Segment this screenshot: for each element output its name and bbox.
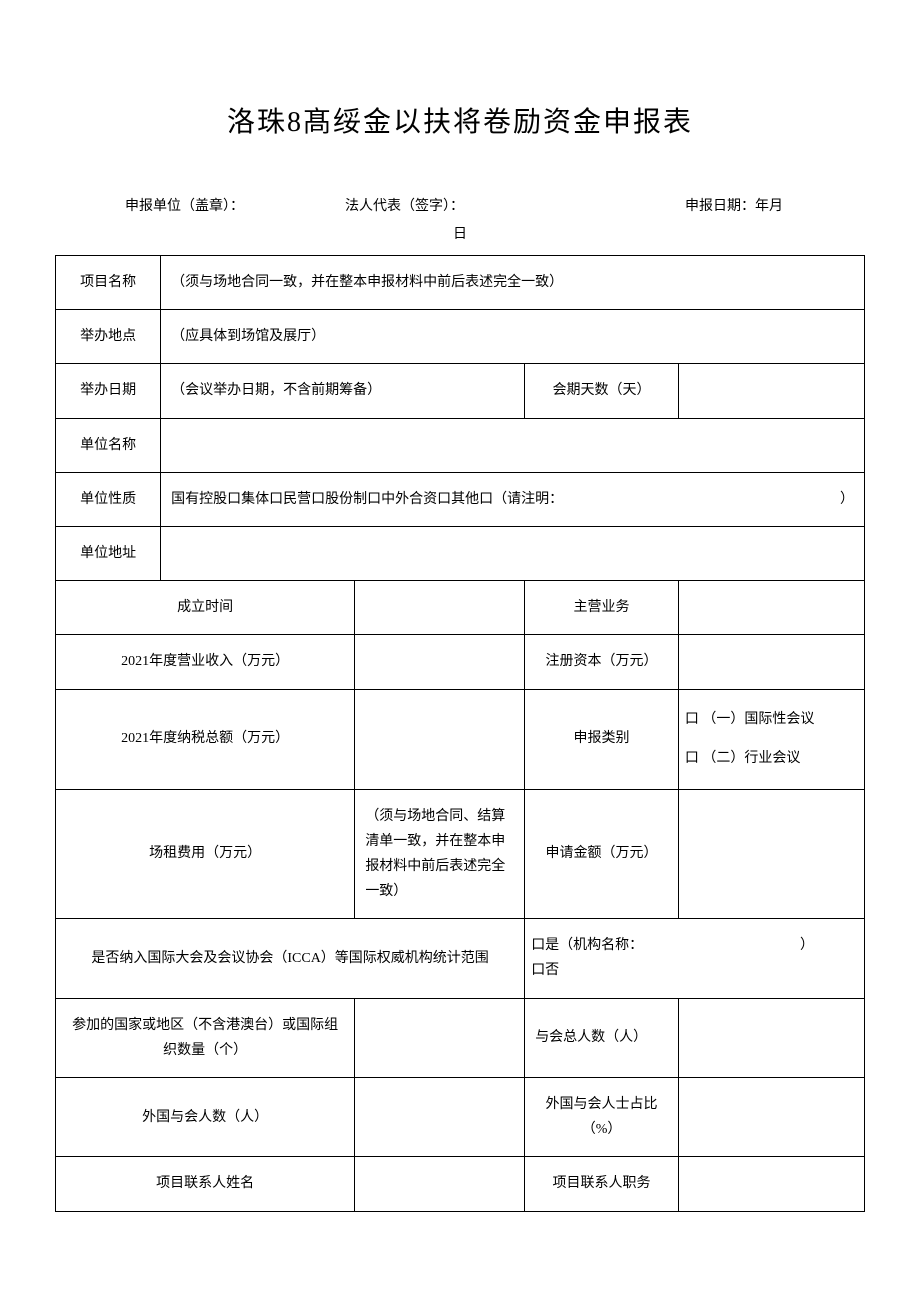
- row-revenue: 2021年度营业收入（万元） 注册资本（万元）: [56, 635, 865, 689]
- hint-rent: （须与场地合同、结算清单一致，并在整本申报材料中前后表述完全一致）: [355, 789, 525, 919]
- value-revenue: [355, 635, 525, 689]
- row-unit-nature: 单位性质 国有控股口集体口民营口股份制口中外合资口其他口（请注明： ）: [56, 472, 865, 526]
- application-form-table: 项目名称 （须与场地合同一致，并在整本申报材料中前后表述完全一致） 举办地点 （…: [55, 255, 865, 1212]
- header-unit-label: 申报单位（盖章）：: [125, 195, 345, 215]
- row-rent: 场租费用（万元） （须与场地合同、结算清单一致，并在整本申报材料中前后表述完全一…: [56, 789, 865, 919]
- category-option-1: 口 （一）国际性会议: [685, 707, 854, 732]
- value-unit-nature: 国有控股口集体口民营口股份制口中外合资口其他口（请注明： ）: [161, 472, 865, 526]
- icca-no: 口否: [531, 958, 854, 983]
- value-countries: [355, 998, 525, 1077]
- row-icca: 是否纳入国际大会及会议协会（ICCA）等国际权威机构统计范围 口是（机构名称： …: [56, 919, 865, 998]
- label-unit-name: 单位名称: [56, 418, 161, 472]
- value-foreign-ratio: [678, 1078, 864, 1157]
- row-foreign: 外国与会人数（人） 外国与会人士占比（%）: [56, 1078, 865, 1157]
- label-contact-name: 项目联系人姓名: [56, 1157, 355, 1211]
- label-project-name: 项目名称: [56, 256, 161, 310]
- label-reg-capital: 注册资本（万元）: [525, 635, 679, 689]
- label-foreign-ratio: 外国与会人士占比（%）: [525, 1078, 679, 1157]
- label-unit-nature: 单位性质: [56, 472, 161, 526]
- label-contact-position: 项目联系人职务: [525, 1157, 679, 1211]
- header-date-line2: 日: [55, 223, 865, 243]
- label-tax: 2021年度纳税总额（万元）: [56, 689, 355, 789]
- value-unit-address: [161, 526, 865, 580]
- header-rep-label: 法人代表（签字）：: [345, 195, 615, 215]
- row-contact: 项目联系人姓名 项目联系人职务: [56, 1157, 865, 1211]
- hint-project-name: （须与场地合同一致，并在整本申报材料中前后表述完全一致）: [161, 256, 865, 310]
- label-event-date: 举办日期: [56, 364, 161, 418]
- row-project-name: 项目名称 （须与场地合同一致，并在整本申报材料中前后表述完全一致）: [56, 256, 865, 310]
- label-category: 申报类别: [525, 689, 679, 789]
- hint-venue: （应具体到场馆及展厅）: [161, 310, 865, 364]
- label-event-days: 会期天数（天）: [525, 364, 679, 418]
- label-apply-amount: 申请金额（万元）: [525, 789, 679, 919]
- value-foreign: [355, 1078, 525, 1157]
- label-countries: 参加的国家或地区（不含港澳台）或国际组织数量（个）: [56, 998, 355, 1077]
- value-contact-name: [355, 1157, 525, 1211]
- value-main-business: [678, 581, 864, 635]
- category-option-2: 口 （二）行业会议: [685, 746, 854, 771]
- icca-yes-close: ）: [800, 933, 814, 958]
- value-total-attendees: [678, 998, 864, 1077]
- unit-nature-options: 国有控股口集体口民营口股份制口中外合资口其他口（请注明：: [171, 487, 563, 512]
- value-apply-amount: [678, 789, 864, 919]
- header-date-label: 申报日期：年月: [615, 195, 825, 215]
- label-total-attendees: 与会总人数（人）: [525, 998, 679, 1077]
- value-tax: [355, 689, 525, 789]
- value-reg-capital: [678, 635, 864, 689]
- label-rent: 场租费用（万元）: [56, 789, 355, 919]
- icca-yes: 口是（机构名称：: [531, 933, 643, 958]
- value-category: 口 （一）国际性会议 口 （二）行业会议: [678, 689, 864, 789]
- value-contact-position: [678, 1157, 864, 1211]
- row-event-date: 举办日期 （会议举办日期，不含前期筹备） 会期天数（天）: [56, 364, 865, 418]
- value-unit-name: [161, 418, 865, 472]
- row-unit-name: 单位名称: [56, 418, 865, 472]
- row-unit-address: 单位地址: [56, 526, 865, 580]
- row-venue: 举办地点 （应具体到场馆及展厅）: [56, 310, 865, 364]
- label-venue: 举办地点: [56, 310, 161, 364]
- hint-event-date: （会议举办日期，不含前期筹备）: [161, 364, 525, 418]
- label-foreign: 外国与会人数（人）: [56, 1078, 355, 1157]
- label-unit-address: 单位地址: [56, 526, 161, 580]
- value-founded: [355, 581, 525, 635]
- row-founded: 成立时间 主营业务: [56, 581, 865, 635]
- header-row: 申报单位（盖章）： 法人代表（签字）： 申报日期：年月: [55, 195, 865, 215]
- page-title: 洛珠8髙绥金以扶将卷励资金申报表: [55, 100, 865, 140]
- value-icca: 口是（机构名称： ） 口否: [525, 919, 865, 998]
- label-main-business: 主营业务: [525, 581, 679, 635]
- label-icca: 是否纳入国际大会及会议协会（ICCA）等国际权威机构统计范围: [56, 919, 525, 998]
- row-countries: 参加的国家或地区（不含港澳台）或国际组织数量（个） 与会总人数（人）: [56, 998, 865, 1077]
- value-event-days: [678, 364, 864, 418]
- label-revenue: 2021年度营业收入（万元）: [56, 635, 355, 689]
- unit-nature-close: ）: [840, 487, 854, 512]
- row-tax: 2021年度纳税总额（万元） 申报类别 口 （一）国际性会议 口 （二）行业会议: [56, 689, 865, 789]
- label-founded: 成立时间: [56, 581, 355, 635]
